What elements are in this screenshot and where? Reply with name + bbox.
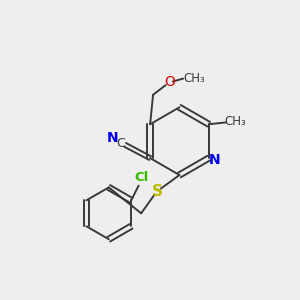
Text: N: N (107, 131, 118, 146)
Text: S: S (152, 184, 163, 199)
Text: O: O (164, 74, 175, 88)
Text: C: C (116, 137, 125, 150)
Text: CH₃: CH₃ (224, 115, 246, 128)
Text: Cl: Cl (134, 171, 148, 184)
Text: N: N (208, 153, 220, 166)
Text: CH₃: CH₃ (183, 72, 205, 85)
